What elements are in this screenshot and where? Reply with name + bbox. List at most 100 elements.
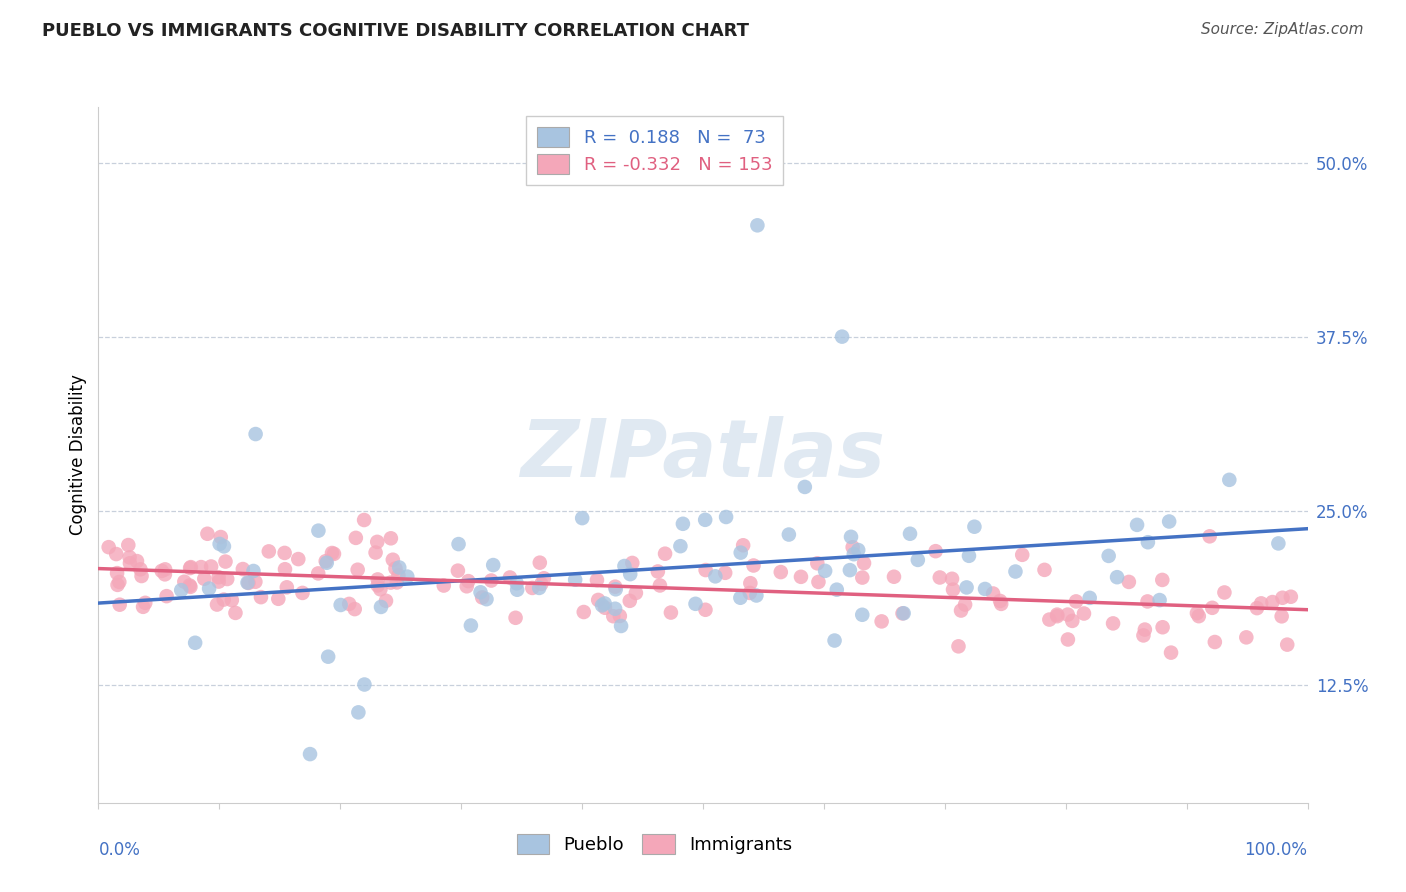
Point <box>963 519 986 533</box>
Point <box>1098 549 1121 563</box>
Point <box>1132 628 1154 642</box>
Point <box>605 582 627 597</box>
Point <box>499 570 522 584</box>
Point <box>505 576 527 591</box>
Point <box>242 564 264 578</box>
Point <box>1261 595 1284 609</box>
Point <box>475 592 498 607</box>
Point <box>619 594 641 608</box>
Point <box>942 582 965 597</box>
Point <box>433 578 456 592</box>
Point <box>381 553 404 567</box>
Point <box>447 564 470 578</box>
Point <box>1185 606 1208 620</box>
Point <box>586 573 609 587</box>
Point <box>1073 607 1095 621</box>
Point <box>179 580 201 594</box>
Point <box>291 586 314 600</box>
Point <box>1250 596 1272 610</box>
Point <box>1149 593 1171 607</box>
Point <box>470 585 492 599</box>
Point <box>1136 535 1159 549</box>
Point <box>153 562 176 576</box>
Point <box>564 573 586 587</box>
Point <box>1267 536 1289 550</box>
Point <box>316 649 339 664</box>
Point <box>591 599 613 613</box>
Point <box>367 573 389 587</box>
Point <box>745 589 768 603</box>
Point <box>155 589 177 603</box>
Point <box>385 575 408 590</box>
Point <box>1198 529 1220 543</box>
Point <box>624 586 647 600</box>
Point <box>353 677 375 691</box>
Point <box>250 590 273 604</box>
Point <box>704 569 727 583</box>
Point <box>1038 613 1060 627</box>
Point <box>769 565 792 579</box>
Point <box>198 582 221 596</box>
Point <box>108 598 131 612</box>
Point <box>471 591 494 605</box>
Point <box>1078 591 1101 605</box>
Point <box>530 577 553 591</box>
Point <box>602 609 624 624</box>
Point <box>170 583 193 598</box>
Point <box>839 530 862 544</box>
Point <box>928 570 950 584</box>
Point <box>695 563 717 577</box>
Point <box>672 516 695 531</box>
Point <box>217 572 239 586</box>
Point <box>1118 574 1140 589</box>
Point <box>132 599 155 614</box>
Point <box>1102 616 1125 631</box>
Point <box>208 537 231 551</box>
Point <box>1152 620 1174 634</box>
Point <box>1277 638 1299 652</box>
Point <box>200 559 222 574</box>
Point <box>118 550 141 565</box>
Point <box>605 580 627 594</box>
Point <box>329 598 352 612</box>
Point <box>387 568 409 582</box>
Point <box>380 531 402 545</box>
Point <box>740 576 762 591</box>
Point <box>224 606 246 620</box>
Point <box>221 593 243 607</box>
Point <box>209 530 232 544</box>
Point <box>1271 591 1294 605</box>
Point <box>347 706 370 720</box>
Point <box>197 526 219 541</box>
Point <box>1046 607 1069 622</box>
Point <box>603 601 626 615</box>
Point <box>307 566 329 581</box>
Point <box>346 563 368 577</box>
Point <box>179 578 201 592</box>
Point <box>825 582 848 597</box>
Point <box>659 606 682 620</box>
Point <box>974 582 997 596</box>
Point <box>107 578 129 592</box>
Point <box>173 574 195 589</box>
Point <box>1152 573 1174 587</box>
Point <box>571 511 593 525</box>
Legend: Pueblo, Immigrants: Pueblo, Immigrants <box>508 825 801 863</box>
Text: 0.0%: 0.0% <box>98 841 141 859</box>
Point <box>193 572 215 586</box>
Point <box>287 552 309 566</box>
Point <box>460 618 482 632</box>
Point <box>212 592 235 607</box>
Point <box>807 574 830 589</box>
Point <box>950 603 973 617</box>
Point <box>366 534 388 549</box>
Point <box>482 558 505 572</box>
Point <box>647 565 669 579</box>
Point <box>388 560 411 574</box>
Point <box>364 545 387 559</box>
Point <box>1246 601 1268 615</box>
Point <box>793 480 815 494</box>
Point <box>1201 600 1223 615</box>
Point <box>1046 609 1069 624</box>
Point <box>522 581 544 595</box>
